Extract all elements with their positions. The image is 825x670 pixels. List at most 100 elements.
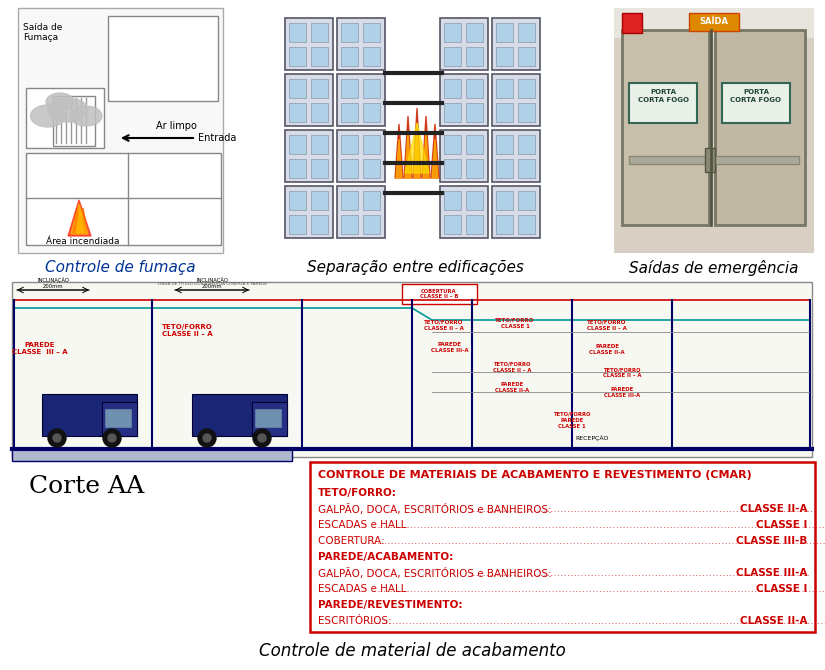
Bar	[341, 103, 358, 122]
Bar	[689, 13, 739, 31]
Text: COBERTURA
CLASSE II – B: COBERTURA CLASSE II – B	[420, 289, 458, 299]
Bar	[622, 13, 642, 33]
Polygon shape	[396, 139, 402, 178]
Polygon shape	[414, 123, 420, 178]
Bar	[311, 191, 328, 210]
Bar	[444, 159, 461, 178]
Bar	[518, 191, 535, 210]
Polygon shape	[71, 204, 88, 234]
Text: PAREDE
CLASSE III-A: PAREDE CLASSE III-A	[431, 342, 469, 353]
Bar	[440, 130, 488, 182]
Bar	[285, 130, 333, 182]
Text: COBERTURA:: COBERTURA:	[318, 536, 388, 546]
Polygon shape	[413, 108, 421, 178]
Bar	[341, 23, 358, 42]
Bar	[108, 16, 218, 101]
Bar	[518, 135, 535, 154]
Bar	[341, 47, 358, 66]
Bar	[311, 23, 328, 42]
Bar	[466, 47, 483, 66]
Bar	[402, 284, 477, 304]
Bar	[629, 83, 697, 123]
Circle shape	[203, 434, 211, 442]
Bar	[341, 159, 358, 178]
Bar	[518, 79, 535, 98]
Ellipse shape	[31, 105, 65, 127]
Bar	[192, 394, 287, 436]
Text: PAREDE
CLASSE II-A: PAREDE CLASSE II-A	[589, 344, 625, 355]
Text: TETO/FORRO:: TETO/FORRO:	[318, 488, 397, 498]
Bar	[311, 159, 328, 178]
Text: PAREDE/REVESTIMENTO:: PAREDE/REVESTIMENTO:	[318, 600, 463, 610]
Bar	[466, 79, 483, 98]
Circle shape	[103, 429, 121, 447]
Bar	[341, 191, 358, 210]
Text: PAREDE
CLASSE III-A: PAREDE CLASSE III-A	[604, 387, 640, 398]
Bar	[26, 88, 104, 148]
Bar	[715, 30, 805, 225]
Bar	[440, 186, 488, 238]
Bar	[496, 79, 513, 98]
Bar	[337, 186, 385, 238]
Text: CLASSE II-A: CLASSE II-A	[739, 616, 807, 626]
Text: Controle de material de acabamento: Controle de material de acabamento	[259, 642, 566, 660]
Text: ................................................................................: ........................................…	[376, 584, 825, 594]
Bar	[285, 74, 333, 126]
Polygon shape	[422, 116, 430, 178]
Bar	[289, 215, 306, 234]
Polygon shape	[432, 139, 438, 178]
Circle shape	[48, 429, 66, 447]
Bar	[492, 74, 540, 126]
Bar	[105, 409, 131, 427]
Polygon shape	[405, 123, 429, 173]
Polygon shape	[79, 208, 87, 233]
Bar	[444, 103, 461, 122]
Text: PAREDE
CLASSE II-A: PAREDE CLASSE II-A	[495, 382, 529, 393]
Text: PORTA
CORTA FOGO: PORTA CORTA FOGO	[638, 89, 689, 103]
Bar	[466, 191, 483, 210]
Polygon shape	[73, 208, 81, 233]
Bar	[466, 135, 483, 154]
Text: TETO/FORRO
CLASSE II – A: TETO/FORRO CLASSE II – A	[424, 320, 464, 331]
Text: ESCADAS e HALL: ESCADAS e HALL	[318, 520, 410, 530]
Bar	[444, 215, 461, 234]
Bar	[444, 47, 461, 66]
Circle shape	[53, 434, 61, 442]
Bar	[289, 159, 306, 178]
Bar	[363, 215, 380, 234]
Polygon shape	[68, 200, 91, 236]
Bar	[622, 30, 709, 225]
Bar	[311, 47, 328, 66]
Ellipse shape	[48, 98, 88, 122]
Bar	[102, 402, 137, 436]
Text: LINHA DE TÍTULO DOS NÍVEIS DA COBERTA E PAREDE: LINHA DE TÍTULO DOS NÍVEIS DA COBERTA E …	[158, 282, 266, 286]
Bar	[492, 186, 540, 238]
Text: SAÍDA: SAÍDA	[700, 17, 728, 27]
Text: INCLINAÇÃO
200mm: INCLINAÇÃO 200mm	[196, 277, 228, 289]
Bar	[285, 186, 333, 238]
Circle shape	[108, 434, 116, 442]
Bar	[289, 135, 306, 154]
Text: GALPÃO, DOCA, ESCRITÓRIOS e BANHEIROS:: GALPÃO, DOCA, ESCRITÓRIOS e BANHEIROS:	[318, 504, 555, 515]
Bar	[363, 23, 380, 42]
Bar	[518, 103, 535, 122]
Bar	[363, 191, 380, 210]
Bar	[289, 79, 306, 98]
Bar	[496, 23, 513, 42]
Bar	[444, 191, 461, 210]
Bar	[614, 8, 814, 38]
Bar	[289, 47, 306, 66]
Bar	[705, 148, 715, 172]
Text: TETO/FORRO
CLASSE 1: TETO/FORRO CLASSE 1	[495, 318, 535, 329]
Ellipse shape	[70, 106, 102, 126]
Bar	[518, 159, 535, 178]
Bar	[444, 23, 461, 42]
Bar	[18, 8, 223, 253]
Polygon shape	[431, 124, 439, 178]
Bar	[518, 23, 535, 42]
Text: TETO/FORRO
PAREDE
CLASSE 1: TETO/FORRO PAREDE CLASSE 1	[554, 412, 591, 429]
Bar	[341, 135, 358, 154]
Text: TETO/FORRO
CLASSE II – A: TETO/FORRO CLASSE II – A	[587, 320, 627, 331]
Text: ESCRITÓRIOS:: ESCRITÓRIOS:	[318, 616, 395, 626]
Bar	[363, 135, 380, 154]
